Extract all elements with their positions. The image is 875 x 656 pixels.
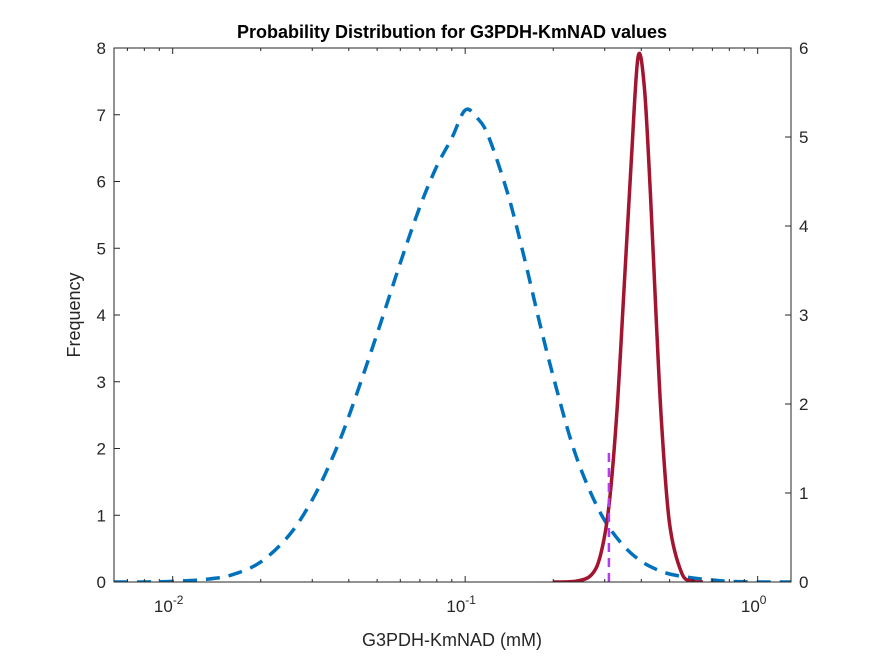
x-axis-label: G3PDH-KmNAD (mM) [362,630,542,650]
series-layer [114,51,791,582]
y-left-tick-label: 1 [97,506,106,525]
y-left-tick-label: 3 [97,373,106,392]
x-tick-label: 10-1 [446,593,476,616]
series-line-0 [114,107,791,582]
y-left-tick-label: 0 [97,573,106,592]
y-right-tick-label: 6 [799,39,808,58]
y-right-tick-label: 1 [799,484,808,503]
plot-area [114,48,791,582]
y-left-tick-label: 4 [97,306,106,325]
y-axis-label: Frequency [64,272,84,357]
y-right-tick-label: 5 [799,128,808,147]
series-line-1 [553,51,704,582]
y-right-tick-label: 0 [799,573,808,592]
ticks-layer: 0 1 2 3 4 5 6 7 8 0 1 2 3 4 5 6 10-2 10-1 100 [97,39,809,616]
y-left-tick-label: 5 [97,239,106,258]
y-left-tick-label: 8 [97,39,106,58]
y-left-tick-label: 6 [97,173,106,192]
y-left-tick-label: 7 [97,106,106,125]
y-right-tick-label: 4 [799,217,808,236]
y-right-tick-label: 3 [799,306,808,325]
y-left-tick-label: 2 [97,440,106,459]
y-right-tick-label: 2 [799,395,808,414]
x-tick-label: 100 [741,593,767,616]
x-tick-label: 10-2 [154,593,184,616]
chart-title: Probability Distribution for G3PDH-KmNAD… [237,22,667,42]
